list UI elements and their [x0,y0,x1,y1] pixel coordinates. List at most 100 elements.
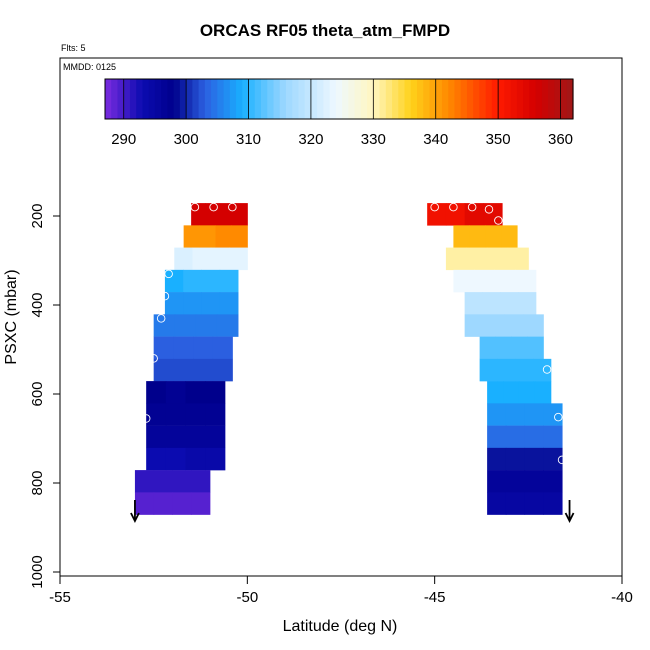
sample-point [467,202,477,212]
sample-point [449,202,458,212]
colorbar-cell [548,79,555,119]
heatmap-cell [146,425,167,449]
heatmap-cell [464,314,485,337]
heatmap-cell [445,247,468,271]
heatmap-cell [543,425,563,449]
heatmap-cell [185,381,206,404]
colorbar-cell [504,79,512,119]
heatmap-cell [483,203,503,226]
heatmap-cell [505,492,526,515]
colorbar-cell [329,79,337,119]
descent-arrow [564,500,575,524]
colorbar-cell [491,79,499,119]
heatmap-cell [153,336,174,360]
colorbar-cell [348,79,356,119]
colorbar-cell [560,79,568,119]
colorbar-cell [479,79,487,119]
heatmap-cell [210,247,230,271]
heatmap-cells [134,203,563,515]
colorbar-cell [429,79,437,119]
colorbar-cell [423,79,431,119]
y-tick-label: 600 [29,381,46,406]
heatmap-cell [146,447,167,471]
heatmap-cell [427,203,447,226]
heatmap-cell [185,403,206,426]
flights-label: Flts: 5 [61,43,86,53]
sample-point [141,414,151,423]
heatmap-cell [191,470,211,493]
colorbar-tick-label: 300 [174,131,199,148]
heatmap-cell [205,447,226,471]
sample-point [190,202,200,212]
heatmap-cell [503,314,525,337]
heatmap-cell [505,403,526,426]
colorbar-cell [466,79,474,119]
heatmap-cell [487,403,507,426]
heatmap-cell [524,425,544,449]
heatmap-cell [212,358,233,382]
colorbar-cell [267,79,275,119]
colorbar-cell [485,79,493,119]
heatmap-cell [453,225,470,248]
heatmap-cell [191,203,206,226]
colorbar-border [104,78,574,120]
heatmap-cell [524,447,544,471]
colorbar-cell [304,79,312,119]
heatmap-cell [205,425,226,449]
heatmap-cell [191,492,211,515]
colorbar-cell [229,79,237,119]
colorbar-tick-label: 350 [486,131,511,148]
colorbar-cell [379,79,387,119]
heatmap-cell [212,336,233,360]
y-axis-label: PSXC (mbar) [3,269,20,364]
heatmap-cell [524,403,544,426]
y-tick-label: 800 [29,470,46,495]
colorbar-tick-label: 310 [236,131,261,148]
colorbar-cell [566,79,574,119]
colorbar-cell [460,79,468,119]
heatmap-cell [507,247,529,271]
heatmap-cell [479,358,498,382]
colorbar-cell [129,79,137,119]
colorbar-cell [404,79,412,119]
heatmap-cell [453,269,475,293]
heatmap-cell [229,247,248,271]
colorbar-cell [317,79,324,119]
x-axis-label: Latitude (deg N) [283,618,398,635]
colorbar-tick-label: 290 [111,131,136,148]
colorbar-cell [261,79,268,119]
sample-point [149,354,158,363]
colorbar-cell [523,79,530,119]
heatmap-cell [523,314,544,337]
y-tick-label: 200 [29,203,46,228]
heatmap-cell [183,225,201,248]
heatmap-cell [205,403,226,426]
sample-point [494,216,503,225]
heatmap-cell [527,336,544,360]
heatmap-cell [165,447,187,471]
heatmap-cell [543,470,563,493]
colorbar-cell [554,79,562,119]
heatmap-cell [445,203,466,226]
colorbar-tick-label: 320 [298,131,323,148]
heatmap-cell [173,358,194,382]
sample-point [554,412,563,422]
colorbar-cell [392,79,399,119]
heatmap-cell [511,336,528,360]
colorbar-cell [435,79,443,119]
colorbar-cell [498,79,505,119]
heatmap-cell [183,292,202,315]
sample-point [164,269,173,279]
colorbar-cell [385,79,393,119]
heatmap-cell [469,225,486,248]
heatmap-cell [219,292,239,315]
heatmap-cell [505,470,526,493]
colorbar-gradient [105,79,574,119]
heatmap-cell [193,358,214,382]
heatmap-cell [165,381,187,404]
x-tick-label: -40 [611,589,633,606]
colorbar-cell [273,79,281,119]
colorbar-cell [254,79,262,119]
heatmap-cell [515,358,534,382]
heatmap-cell [216,314,239,337]
